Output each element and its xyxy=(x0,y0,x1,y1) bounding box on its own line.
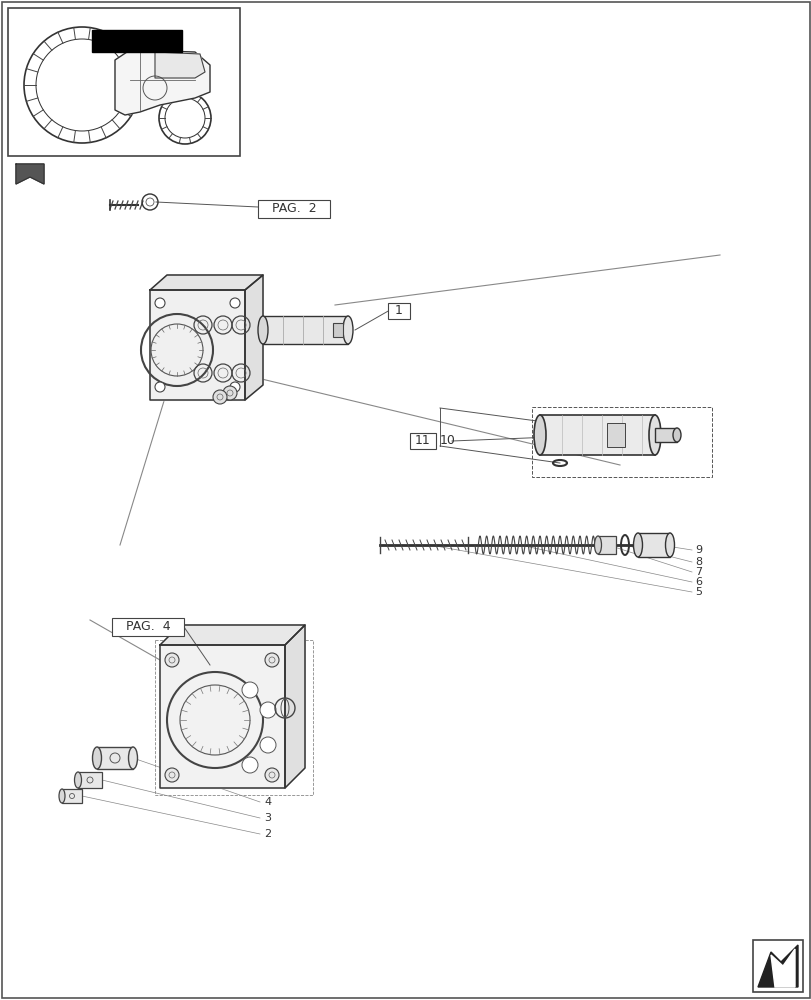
Polygon shape xyxy=(150,290,245,400)
Circle shape xyxy=(212,390,227,404)
Polygon shape xyxy=(155,52,204,78)
Polygon shape xyxy=(16,164,44,184)
Bar xyxy=(258,200,329,218)
Polygon shape xyxy=(160,625,305,645)
Polygon shape xyxy=(757,945,797,987)
Ellipse shape xyxy=(648,415,660,455)
Circle shape xyxy=(242,757,258,773)
Text: PAG.  4: PAG. 4 xyxy=(126,620,170,634)
Ellipse shape xyxy=(75,772,81,788)
Text: 6: 6 xyxy=(694,577,702,587)
Circle shape xyxy=(260,737,276,753)
Ellipse shape xyxy=(92,747,101,769)
Text: PAG.  2: PAG. 2 xyxy=(272,202,316,216)
Text: 8: 8 xyxy=(694,557,702,567)
Text: 5: 5 xyxy=(694,587,702,597)
Bar xyxy=(78,772,102,788)
Ellipse shape xyxy=(258,316,268,344)
Circle shape xyxy=(155,298,165,308)
Text: 11: 11 xyxy=(414,434,431,448)
Bar xyxy=(8,8,240,156)
Polygon shape xyxy=(285,625,305,788)
Ellipse shape xyxy=(534,415,545,455)
Bar xyxy=(637,533,669,557)
Bar xyxy=(62,789,82,803)
Bar xyxy=(97,747,133,769)
Circle shape xyxy=(165,768,178,782)
Ellipse shape xyxy=(633,533,642,557)
Bar xyxy=(531,407,711,477)
Text: 4: 4 xyxy=(264,797,271,807)
Ellipse shape xyxy=(59,789,65,803)
Circle shape xyxy=(242,682,258,698)
Circle shape xyxy=(264,653,279,667)
Polygon shape xyxy=(245,275,263,400)
Circle shape xyxy=(260,702,276,718)
Bar xyxy=(539,415,654,455)
Polygon shape xyxy=(115,50,210,115)
Bar xyxy=(112,618,184,636)
Circle shape xyxy=(264,768,279,782)
Circle shape xyxy=(165,653,178,667)
Circle shape xyxy=(230,382,240,392)
Ellipse shape xyxy=(665,533,674,557)
Bar xyxy=(597,536,616,554)
Bar xyxy=(752,940,802,992)
Polygon shape xyxy=(160,645,285,788)
Ellipse shape xyxy=(594,536,601,554)
Polygon shape xyxy=(770,949,794,987)
Bar xyxy=(263,316,348,344)
Bar xyxy=(155,640,312,795)
Bar xyxy=(92,30,182,52)
Text: 9: 9 xyxy=(694,545,702,555)
Bar xyxy=(388,303,410,319)
Circle shape xyxy=(155,382,165,392)
Bar xyxy=(410,433,436,449)
Circle shape xyxy=(230,298,240,308)
Ellipse shape xyxy=(672,428,680,442)
Text: 1: 1 xyxy=(395,304,402,318)
Circle shape xyxy=(223,386,237,400)
Ellipse shape xyxy=(342,316,353,344)
Text: 3: 3 xyxy=(264,813,271,823)
Bar xyxy=(333,323,342,337)
Text: 2: 2 xyxy=(264,829,271,839)
Ellipse shape xyxy=(128,747,137,769)
Polygon shape xyxy=(150,275,263,290)
Text: 7: 7 xyxy=(694,567,702,577)
Text: 10: 10 xyxy=(440,434,455,448)
Bar xyxy=(607,423,624,447)
Bar xyxy=(654,428,676,442)
